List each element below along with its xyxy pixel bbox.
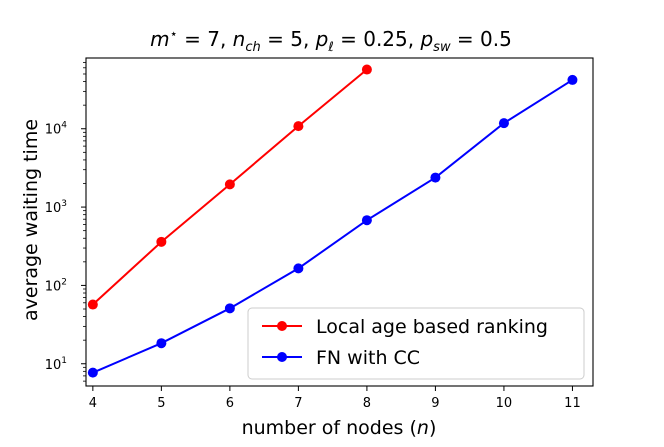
legend-label: Local age based ranking — [316, 316, 548, 338]
legend: Local age based ranking FN with CC — [247, 307, 585, 380]
x-tick-label: 7 — [294, 396, 302, 411]
y-axis-ticks: 101 102 103 104 — [45, 62, 86, 382]
data-point — [430, 172, 441, 183]
data-point — [156, 338, 167, 349]
x-tick-label: 4 — [89, 396, 97, 411]
data-point — [224, 179, 235, 190]
series-0 — [87, 64, 372, 310]
data-point — [87, 367, 98, 378]
series-layer — [87, 64, 578, 378]
legend-marker — [277, 321, 287, 331]
legend-label: FN with CC — [316, 347, 420, 369]
legend-box — [247, 307, 585, 380]
data-point — [361, 64, 372, 75]
y-tick-label: 102 — [45, 277, 67, 294]
plot-frame — [85, 57, 594, 387]
data-point — [293, 121, 304, 132]
data-point — [567, 74, 578, 85]
y-tick-label: 103 — [45, 199, 67, 216]
x-tick-label: 9 — [431, 396, 439, 411]
legend-item: Local age based ranking — [262, 316, 548, 338]
y-axis-label: average waiting time — [20, 119, 42, 321]
data-point — [156, 236, 167, 247]
series-line — [92, 79, 573, 374]
plot-area — [85, 57, 594, 387]
legend-item: FN with CC — [262, 347, 420, 369]
legend-marker — [277, 352, 287, 362]
x-tick-label: 5 — [157, 396, 165, 411]
x-tick-label: 6 — [226, 396, 234, 411]
x-axis-label: number of nodes (n) — [242, 417, 437, 439]
series-1 — [87, 74, 578, 378]
chart-title: m⋆ = 7, nch = 5, pℓ = 0.25, psw = 0.5 — [150, 27, 512, 55]
data-point — [224, 303, 235, 314]
y-tick-label: 101 — [45, 356, 67, 373]
y-tick-label: 104 — [45, 121, 68, 138]
x-tick-label: 11 — [564, 396, 581, 411]
data-point — [361, 215, 372, 226]
data-point — [87, 299, 98, 310]
x-tick-label: 8 — [363, 396, 371, 411]
data-point — [293, 263, 304, 274]
x-tick-label: 10 — [496, 396, 513, 411]
x-axis-ticks: 4 5 6 7 8 9 10 11 — [89, 386, 581, 411]
data-point — [498, 118, 509, 129]
